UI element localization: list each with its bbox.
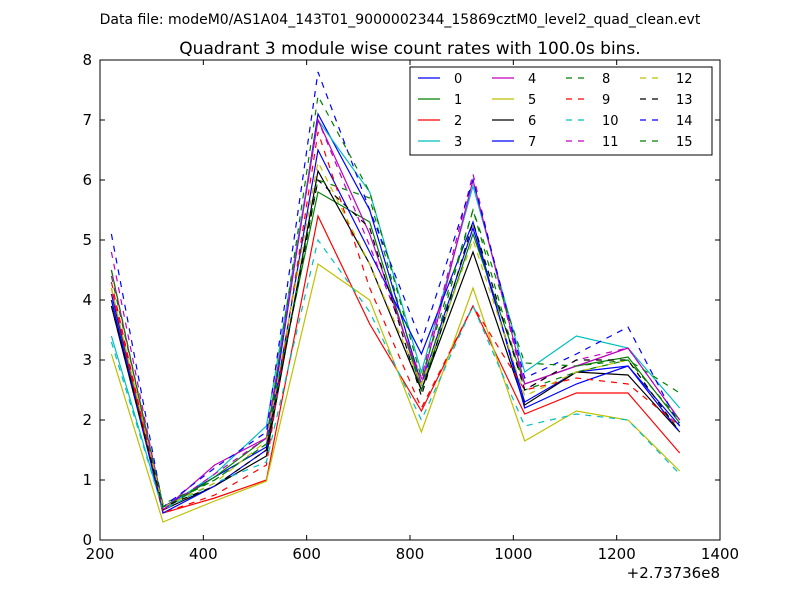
legend-label-7: 7 [528,135,536,150]
legend-label-9: 9 [602,93,610,108]
y-tick-label: 4 [82,291,92,309]
series-layer [110,71,681,523]
y-tick-label: 1 [82,471,92,489]
x-offset-label: +2.73736e8 [627,564,720,582]
legend-label-4: 4 [528,72,536,87]
y-tick-label: 5 [82,231,92,249]
series-line-9 [110,131,681,514]
figure-suptitle: Data file: modeM0/AS1A04_143T01_90000023… [100,12,701,28]
legend-label-10: 10 [602,114,619,129]
chart-title: Quadrant 3 module wise count rates with … [179,39,640,59]
legend-label-15: 15 [676,135,693,150]
y-tick-label: 3 [82,351,92,369]
series-line-8 [110,179,681,505]
legend-label-6: 6 [528,114,536,129]
legend-label-2: 2 [454,114,462,129]
x-tick-label: 200 [86,545,115,563]
series-line-5 [110,263,681,523]
y-tick-label: 6 [82,171,92,189]
x-tick-label: 1200 [598,545,636,563]
y-tick-label: 0 [82,531,92,549]
legend-label-1: 1 [454,93,462,108]
series-line-1 [110,191,681,511]
series-line-13 [110,178,681,508]
legend-label-8: 8 [602,72,610,87]
x-tick-label: 800 [396,545,425,563]
legend-label-14: 14 [676,114,693,129]
legend-label-12: 12 [676,72,693,87]
legend-label-13: 13 [676,93,693,108]
x-tick-label: 1400 [701,545,739,563]
legend-label-11: 11 [602,135,619,150]
x-tick-label: 400 [189,545,218,563]
series-line-11 [110,117,681,512]
legend-label-5: 5 [528,93,536,108]
legend-label-0: 0 [454,72,462,87]
y-tick-label: 8 [82,51,92,69]
y-tick-label: 2 [82,411,92,429]
legend-label-3: 3 [454,135,462,150]
x-tick-label: 600 [292,545,321,563]
series-line-12 [110,160,681,508]
series-line-4 [110,117,681,512]
series-line-15 [110,94,681,508]
y-tick-label: 7 [82,111,92,129]
x-tick-label: 1000 [494,545,532,563]
series-line-3 [110,118,681,511]
series-line-14 [110,71,681,509]
series-line-7 [110,148,681,514]
legend-frame [409,66,713,156]
